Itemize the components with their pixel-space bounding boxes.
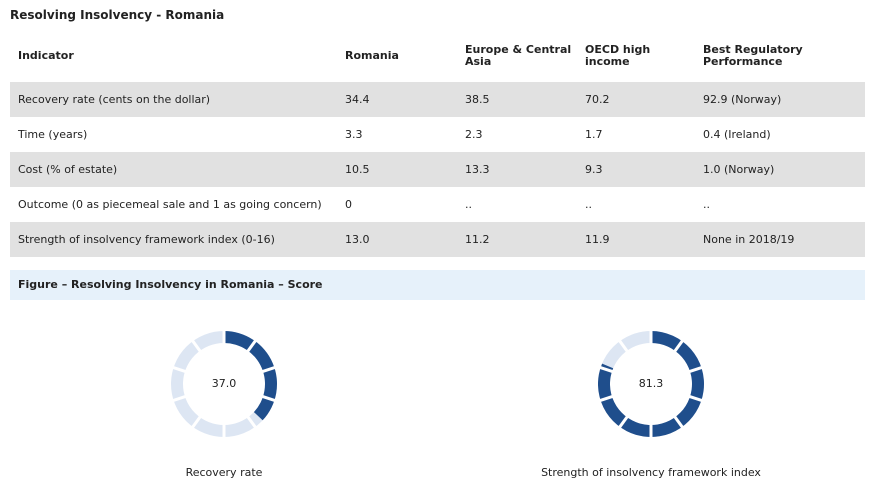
table-cell: 13.0 <box>345 232 370 246</box>
table-cell: 3.3 <box>345 127 363 141</box>
segment-gap <box>599 394 614 403</box>
table-cell: 10.5 <box>345 162 370 176</box>
segment-gap <box>599 365 614 374</box>
table-cell: .. <box>703 197 710 211</box>
segment-gap <box>172 394 187 403</box>
table-cell: Time (years) <box>18 127 88 141</box>
table-cell: 0.4 (Ireland) <box>703 127 771 141</box>
charts: 37.0 Recovery rate 81.3 Strength of insolve… <box>171 330 761 479</box>
donut-value-label: 81.3 <box>639 377 664 390</box>
table-cell: 11.2 <box>465 232 490 246</box>
table-row: Time (years) 3.3 2.3 1.7 0.4 (Ireland) <box>10 117 865 152</box>
table-cell: 70.2 <box>585 92 610 106</box>
table-cell: 0 <box>345 197 352 211</box>
column-header: Indicator <box>18 48 74 62</box>
donut-value-label: 37.0 <box>212 377 237 390</box>
segment-gap <box>673 415 684 429</box>
table-row: Strength of insolvency framework index (… <box>10 222 865 257</box>
segment-gap <box>673 339 684 353</box>
figure-title: Figure – Resolving Insolvency in Romania… <box>18 278 323 291</box>
donut-title: Recovery rate <box>186 466 263 479</box>
table-cell: 92.9 (Norway) <box>703 92 782 106</box>
table-cell: Strength of insolvency framework index (… <box>18 232 275 246</box>
table-row: Cost (% of estate) 10.5 13.3 9.3 1.0 (Norway… <box>10 152 865 187</box>
table-cell: Outcome (0 as piecemeal sale and 1 as go… <box>18 197 322 211</box>
header-row: Indicator Romania Europe & Central Asia OEC… <box>10 38 865 73</box>
segment-gap <box>618 339 629 353</box>
table-cell: 13.3 <box>465 162 490 176</box>
segment-gap <box>618 415 629 429</box>
page-title: Resolving Insolvency - Romania <box>10 8 225 22</box>
segment-gap <box>688 394 703 403</box>
table-cell: 1.0 (Norway) <box>703 162 775 176</box>
donut-title: Strength of insolvency framework index <box>541 466 761 479</box>
column-header: Romania <box>345 48 399 62</box>
segment-gap <box>688 365 703 374</box>
table-row: Recovery rate (cents on the dollar) 34.4 3… <box>10 82 865 117</box>
column-header: Best Regulatory Performance <box>703 42 803 68</box>
segment-gap <box>261 365 276 374</box>
figure-header: Figure – Resolving Insolvency in Romania… <box>10 270 865 300</box>
table-cell: 2.3 <box>465 127 483 141</box>
table-cell: 34.4 <box>345 92 370 106</box>
segment-gap <box>246 339 257 353</box>
segment-gap <box>261 394 276 403</box>
column-header: OECD high income <box>585 42 651 68</box>
table-cell: .. <box>465 197 472 211</box>
column-header: Europe & Central Asia <box>465 42 572 68</box>
segment-gap <box>172 365 187 374</box>
donut-value <box>224 331 277 421</box>
table-cell: Cost (% of estate) <box>18 162 118 176</box>
table-cell: .. <box>585 197 592 211</box>
table-cell: 9.3 <box>585 162 603 176</box>
table-cell: Recovery rate (cents on the dollar) <box>18 92 211 106</box>
segment-gap <box>191 415 202 429</box>
segment-gap <box>191 339 202 353</box>
table-row: Outcome (0 as piecemeal sale and 1 as go… <box>10 187 865 222</box>
table-cell: 11.9 <box>585 232 610 246</box>
segment-gap <box>246 415 257 429</box>
table-cell: 1.7 <box>585 127 603 141</box>
table-cell: None in 2018/19 <box>703 232 795 246</box>
table-cell: 38.5 <box>465 92 490 106</box>
